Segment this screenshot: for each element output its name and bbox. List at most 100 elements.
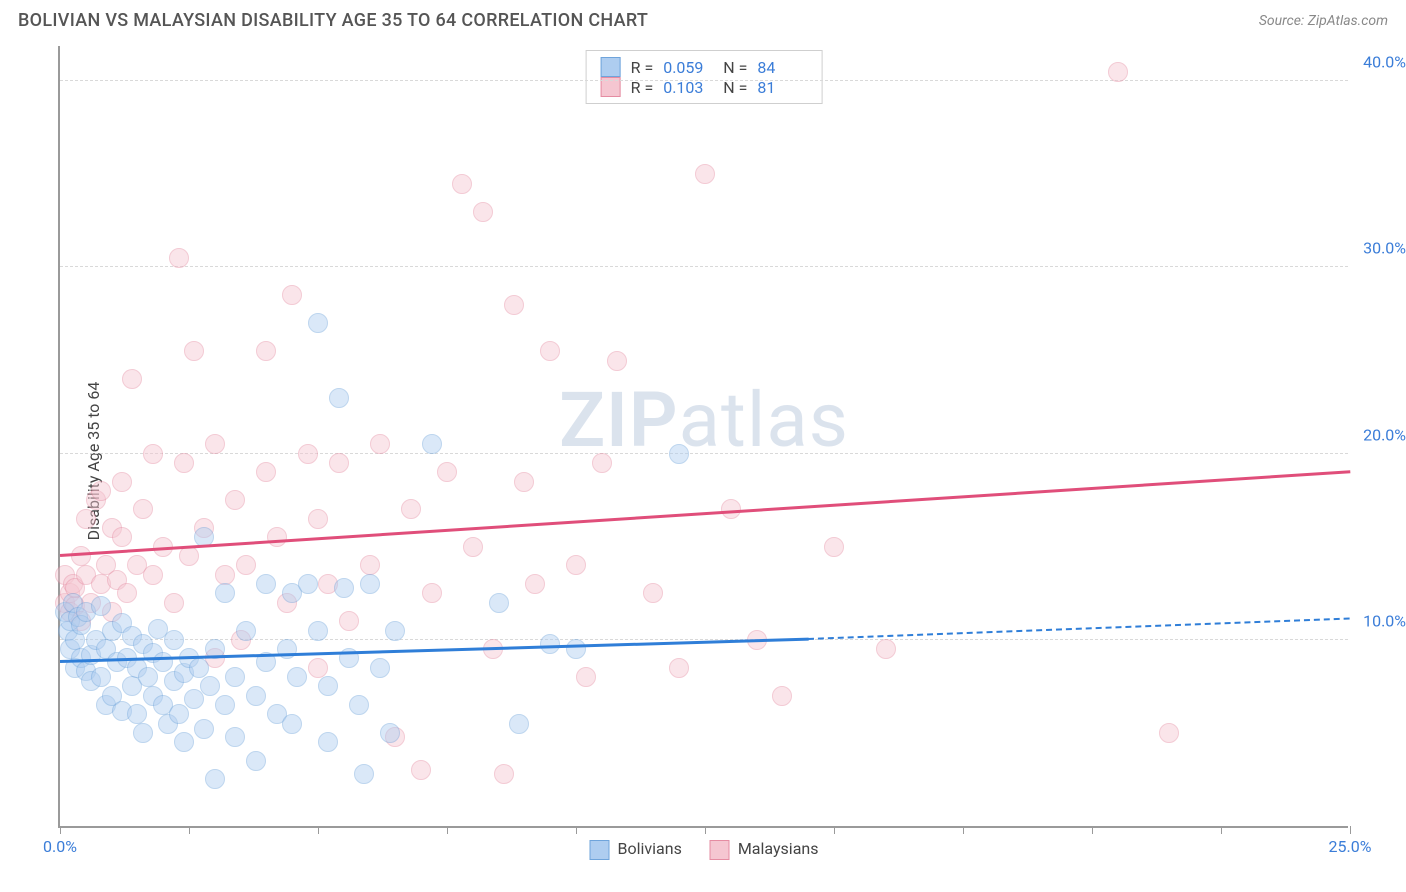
x-tick — [189, 826, 190, 834]
scatter-point-malaysians — [225, 490, 245, 510]
x-tick — [576, 826, 577, 834]
scatter-point-bolivians — [298, 574, 318, 594]
legend-swatch — [710, 840, 730, 860]
scatter-point-malaysians — [112, 472, 132, 492]
scatter-point-malaysians — [267, 527, 287, 547]
chart-header: BOLIVIAN VS MALAYSIAN DISABILITY AGE 35 … — [0, 0, 1406, 31]
series-legend: Bolivians Malaysians — [590, 839, 819, 860]
scatter-point-malaysians — [494, 764, 514, 784]
scatter-point-malaysians — [329, 453, 349, 473]
scatter-point-malaysians — [1159, 723, 1179, 743]
scatter-point-malaysians — [422, 583, 442, 603]
scatter-point-malaysians — [772, 686, 792, 706]
scatter-point-malaysians — [360, 555, 380, 575]
scatter-point-bolivians — [91, 667, 111, 687]
scatter-point-malaysians — [525, 574, 545, 594]
scatter-point-malaysians — [1108, 62, 1128, 82]
scatter-point-malaysians — [308, 509, 328, 529]
scatter-point-bolivians — [334, 578, 354, 598]
scatter-point-malaysians — [370, 434, 390, 454]
scatter-point-bolivians — [318, 676, 338, 696]
scatter-point-bolivians — [669, 444, 689, 464]
scatter-point-bolivians — [509, 714, 529, 734]
scatter-point-malaysians — [592, 453, 612, 473]
scatter-point-bolivians — [308, 313, 328, 333]
scatter-point-malaysians — [143, 565, 163, 585]
scatter-point-bolivians — [215, 583, 235, 603]
x-tick — [60, 826, 61, 834]
scatter-point-malaysians — [463, 537, 483, 557]
scatter-point-malaysians — [112, 527, 132, 547]
scatter-point-malaysians — [504, 295, 524, 315]
x-tick — [1221, 826, 1222, 834]
scatter-point-malaysians — [876, 639, 896, 659]
scatter-point-bolivians — [489, 593, 509, 613]
legend-swatch — [601, 57, 621, 77]
scatter-point-bolivians — [133, 723, 153, 743]
scatter-point-malaysians — [205, 434, 225, 454]
x-tick — [1092, 826, 1093, 834]
scatter-point-bolivians — [349, 695, 369, 715]
scatter-point-malaysians — [566, 555, 586, 575]
scatter-point-malaysians — [179, 546, 199, 566]
scatter-point-bolivians — [308, 621, 328, 641]
scatter-point-bolivians — [205, 769, 225, 789]
scatter-point-bolivians — [246, 751, 266, 771]
scatter-point-bolivians — [354, 764, 374, 784]
scatter-point-malaysians — [473, 202, 493, 222]
scatter-point-malaysians — [174, 453, 194, 473]
scatter-point-malaysians — [256, 341, 276, 361]
scatter-point-bolivians — [329, 388, 349, 408]
gridline — [60, 266, 1348, 267]
scatter-point-malaysians — [169, 248, 189, 268]
scatter-point-bolivians — [189, 658, 209, 678]
legend-label: Malaysians — [738, 839, 819, 858]
gridline — [60, 80, 1348, 81]
scatter-point-malaysians — [339, 611, 359, 631]
x-tick-label: 0.0% — [43, 837, 77, 856]
scatter-point-malaysians — [576, 667, 596, 687]
scatter-point-malaysians — [540, 341, 560, 361]
r-legend-row: R =0.059N =84 — [601, 57, 808, 77]
scatter-point-bolivians — [287, 667, 307, 687]
scatter-point-bolivians — [225, 667, 245, 687]
scatter-point-bolivians — [566, 639, 586, 659]
scatter-point-malaysians — [236, 555, 256, 575]
scatter-point-malaysians — [452, 174, 472, 194]
legend-label: Bolivians — [618, 839, 682, 858]
scatter-point-bolivians — [91, 596, 111, 616]
y-tick-label: 40.0% — [1352, 53, 1406, 72]
scatter-point-bolivians — [360, 574, 380, 594]
scatter-point-bolivians — [127, 704, 147, 724]
scatter-point-bolivians — [422, 434, 442, 454]
scatter-point-bolivians — [246, 686, 266, 706]
gridline — [60, 453, 1348, 454]
scatter-point-malaysians — [695, 164, 715, 184]
scatter-point-bolivians — [164, 630, 184, 650]
scatter-point-malaysians — [437, 462, 457, 482]
y-tick-label: 30.0% — [1352, 239, 1406, 258]
scatter-point-bolivians — [540, 634, 560, 654]
source-citation: Source: ZipAtlas.com — [1259, 13, 1388, 29]
x-tick — [1350, 826, 1351, 834]
scatter-point-malaysians — [164, 593, 184, 613]
r-label: R = — [631, 58, 654, 77]
legend-swatch — [590, 840, 610, 860]
scatter-point-malaysians — [71, 546, 91, 566]
y-tick-label: 20.0% — [1352, 425, 1406, 444]
legend-item: Malaysians — [710, 839, 819, 860]
scatter-point-malaysians — [607, 351, 627, 371]
scatter-point-malaysians — [133, 499, 153, 519]
scatter-point-malaysians — [824, 537, 844, 557]
y-tick-label: 10.0% — [1352, 611, 1406, 630]
scatter-point-malaysians — [669, 658, 689, 678]
scatter-point-malaysians — [401, 499, 421, 519]
scatter-point-malaysians — [411, 760, 431, 780]
scatter-point-malaysians — [117, 583, 137, 603]
x-tick-label: 25.0% — [1329, 837, 1372, 856]
scatter-point-bolivians — [138, 667, 158, 687]
scatter-point-bolivians — [174, 732, 194, 752]
scatter-point-bolivians — [282, 714, 302, 734]
scatter-point-malaysians — [256, 462, 276, 482]
trend-line — [60, 470, 1350, 556]
